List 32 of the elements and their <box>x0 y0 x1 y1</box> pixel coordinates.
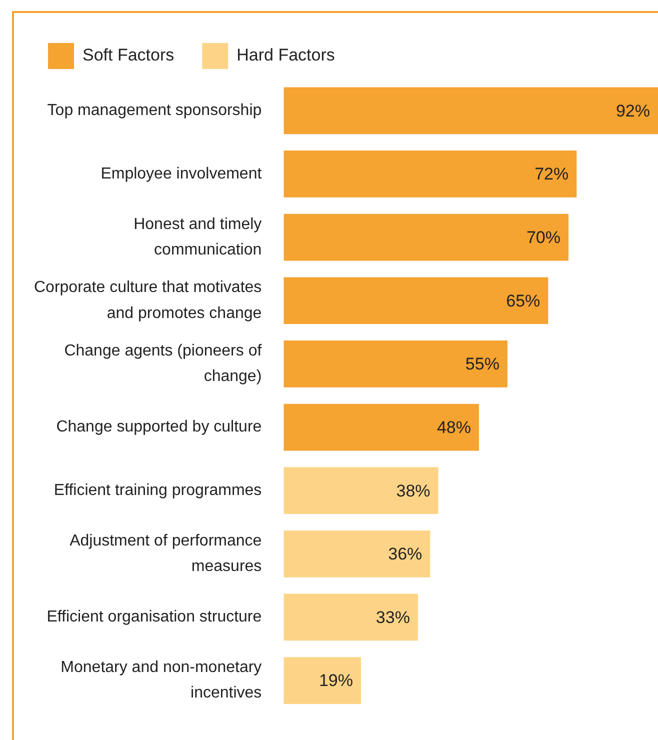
y-tick-label: Monetary and non-monetary incentives <box>60 659 262 702</box>
data-label: 55% <box>465 354 500 374</box>
data-label: 70% <box>526 228 560 247</box>
data-label: 72% <box>534 164 569 184</box>
bar <box>284 594 418 641</box>
data-label: 48% <box>436 418 471 437</box>
data-label: 36% <box>388 544 422 564</box>
y-tick-label: Change supported by culture <box>56 418 262 436</box>
y-tick-label: Honest and timely communication <box>134 216 262 259</box>
bar <box>284 87 658 134</box>
data-label: 19% <box>318 671 353 690</box>
bar <box>284 150 577 198</box>
bar <box>284 404 479 451</box>
y-tick-label: Adjustment of performance measures <box>70 532 262 576</box>
y-tick-label: Top management sponsorship <box>47 102 262 120</box>
y-tick-label: Efficient training programmes <box>54 482 262 499</box>
y-tick-label: Efficient organisation structure <box>46 608 262 626</box>
bar <box>284 277 548 324</box>
bar <box>284 657 361 704</box>
y-tick-label: Change agents (pioneers of change) <box>64 342 262 386</box>
legend-label: Soft Factors <box>82 46 174 65</box>
data-label: 33% <box>376 608 410 627</box>
bar <box>284 214 568 261</box>
data-label: 65% <box>506 291 540 310</box>
legend-label: Hard Factors <box>236 46 335 65</box>
bar <box>284 340 508 388</box>
bar <box>284 530 430 578</box>
data-label: 92% <box>616 101 650 120</box>
y-tick-label: Employee involvement <box>100 165 262 182</box>
y-tick-label: Corporate culture that motivates and promotes change <box>34 279 262 322</box>
data-label: 38% <box>396 481 430 500</box>
bar <box>284 467 438 514</box>
